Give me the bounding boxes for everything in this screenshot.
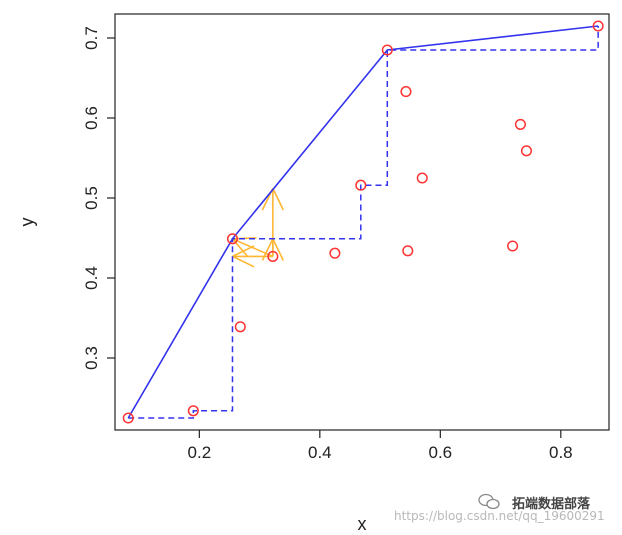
wechat-icon [478,493,500,510]
frontier-line [127,25,599,419]
x-tick-label: 0.4 [308,443,332,462]
data-point [355,179,367,191]
watermark: https://blog.csdn.net/qq_19600291 拓端数据部落 [394,493,605,523]
y-tick-label: 0.5 [82,186,101,210]
arrow [232,245,273,268]
data-point [226,233,239,245]
data-point [329,247,341,259]
data-point [416,172,428,184]
data-point [267,250,279,262]
y-axis-title: y [17,218,37,227]
step-line [128,26,599,419]
data-point [514,118,526,130]
data-point [234,321,246,333]
y-tick-label: 0.4 [82,266,101,290]
watermark-url: https://blog.csdn.net/qq_19600291 [394,509,605,523]
y-tick-label: 0.7 [82,26,101,50]
x-axis-title: x [358,514,367,534]
arrows-layer [231,188,284,268]
data-point [400,86,412,98]
x-tick-label: 0.8 [549,443,573,462]
x-tick-label: 0.6 [428,443,452,462]
data-point [507,240,519,252]
watermark-brand: 拓端数据部落 [512,496,591,512]
frontier-line-layer [127,25,599,419]
y-axis: 0.3 0.4 0.5 0.6 0.7 [82,26,115,370]
y-tick-label: 0.6 [82,106,101,130]
data-point [402,245,414,257]
data-point [187,405,199,417]
points-layer [122,20,604,424]
plot-frame [114,13,610,431]
data-point [520,145,533,157]
data-point [381,44,393,56]
data-point [122,412,134,424]
x-tick-label: 0.2 [188,443,212,462]
data-point [592,20,604,32]
step-line-layer [128,26,599,419]
x-axis: 0.2 0.4 0.6 0.8 [188,430,573,462]
y-tick-label: 0.3 [82,346,101,370]
